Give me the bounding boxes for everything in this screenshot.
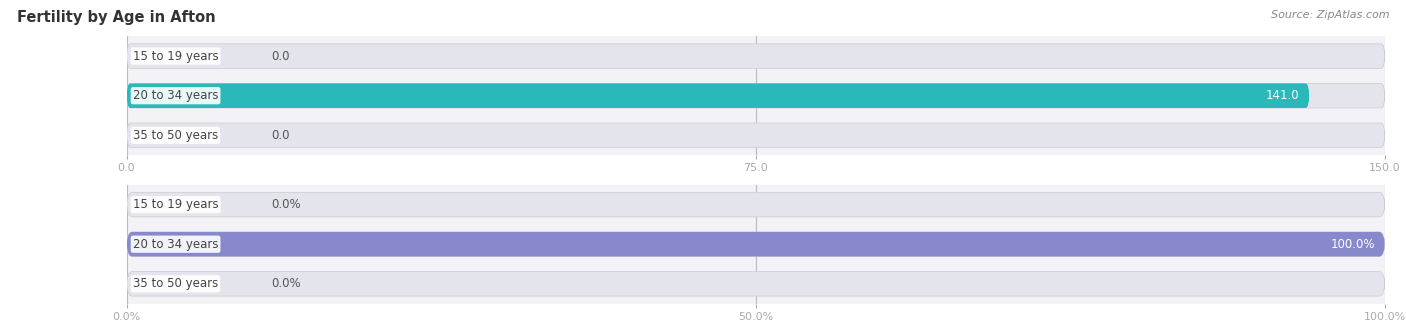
Text: 20 to 34 years: 20 to 34 years bbox=[132, 238, 218, 251]
FancyBboxPatch shape bbox=[127, 272, 1385, 296]
FancyBboxPatch shape bbox=[127, 123, 1385, 148]
Text: 0.0: 0.0 bbox=[271, 50, 290, 63]
Text: Source: ZipAtlas.com: Source: ZipAtlas.com bbox=[1271, 10, 1389, 20]
FancyBboxPatch shape bbox=[127, 83, 1385, 108]
Text: 15 to 19 years: 15 to 19 years bbox=[132, 50, 218, 63]
FancyBboxPatch shape bbox=[127, 232, 1385, 256]
Text: 15 to 19 years: 15 to 19 years bbox=[132, 198, 218, 211]
FancyBboxPatch shape bbox=[127, 44, 1385, 68]
FancyBboxPatch shape bbox=[127, 192, 1385, 217]
FancyBboxPatch shape bbox=[127, 83, 1309, 108]
Text: 0.0%: 0.0% bbox=[271, 277, 301, 290]
Text: 0.0: 0.0 bbox=[271, 129, 290, 142]
Text: 100.0%: 100.0% bbox=[1330, 238, 1375, 251]
Text: 141.0: 141.0 bbox=[1265, 89, 1299, 102]
Text: 20 to 34 years: 20 to 34 years bbox=[132, 89, 218, 102]
Text: 35 to 50 years: 35 to 50 years bbox=[132, 129, 218, 142]
FancyBboxPatch shape bbox=[127, 232, 1385, 256]
Text: 35 to 50 years: 35 to 50 years bbox=[132, 277, 218, 290]
Text: 0.0%: 0.0% bbox=[271, 198, 301, 211]
Text: Fertility by Age in Afton: Fertility by Age in Afton bbox=[17, 10, 215, 25]
